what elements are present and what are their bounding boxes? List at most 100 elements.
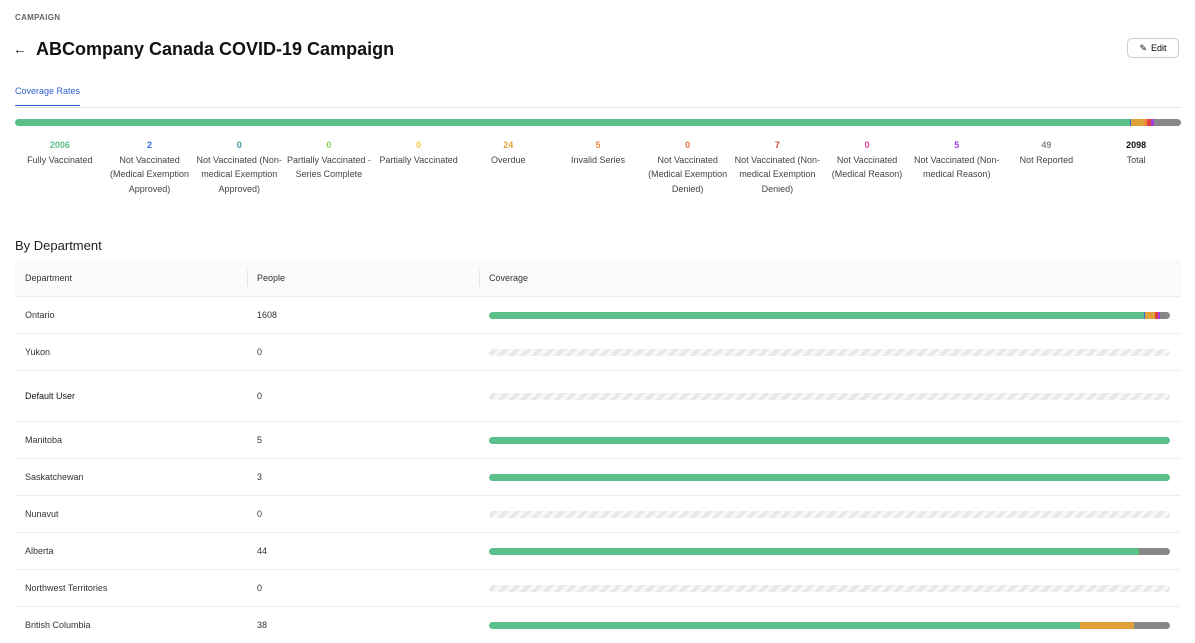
department-coverage-bar	[489, 393, 1170, 400]
department-coverage-bar	[489, 312, 1170, 319]
legend-label: Not Reported	[1002, 153, 1092, 168]
people-count: 0	[247, 371, 479, 422]
department-name: British Columbia	[15, 607, 247, 643]
bar-segment	[1154, 119, 1181, 126]
department-coverage-bar	[489, 474, 1170, 481]
bar-segment	[489, 437, 1170, 444]
bar-segment	[1131, 119, 1144, 126]
department-coverage-bar	[489, 585, 1170, 592]
legend-count: 0	[194, 138, 284, 153]
legend-count: 49	[1002, 138, 1092, 153]
bar-segment	[1145, 312, 1155, 319]
edit-label: Edit	[1151, 43, 1167, 53]
bar-segment	[1139, 548, 1170, 555]
bar-segment	[489, 312, 1144, 319]
bar-segment	[489, 474, 1170, 481]
people-count: 1608	[247, 297, 479, 334]
legend-label: Partially Vaccinated - Series Complete	[284, 153, 374, 182]
page-title: ABCompany Canada COVID-19 Campaign	[36, 39, 394, 60]
legend-count: 2006	[15, 138, 105, 153]
bar-segment	[489, 548, 1139, 555]
tab-bar: Coverage Rates	[15, 80, 1180, 108]
legend-label: Not Vaccinated (Non-medical Reason)	[912, 153, 1002, 182]
people-count: 5	[247, 422, 479, 459]
column-header-coverage[interactable]: Coverage	[479, 260, 1181, 297]
bar-segment	[15, 119, 1130, 126]
bar-segment	[489, 622, 1080, 629]
people-count: 0	[247, 334, 479, 371]
department-name: Northwest Territories	[15, 570, 247, 607]
back-arrow-icon[interactable]: ←	[13, 41, 27, 57]
department-coverage-bar	[489, 622, 1170, 629]
department-coverage-bar	[489, 511, 1170, 518]
department-name: Ontario	[15, 297, 247, 334]
edit-button[interactable]: ✎ Edit	[1127, 38, 1179, 58]
legend-count: 0	[284, 138, 374, 153]
legend-count: 0	[822, 138, 912, 153]
legend-count: 0	[374, 138, 464, 153]
people-count: 0	[247, 570, 479, 607]
column-header-people[interactable]: People	[247, 260, 479, 297]
people-count: 44	[247, 533, 479, 570]
column-header-department[interactable]: Department	[15, 260, 247, 297]
department-coverage-bar	[489, 349, 1170, 356]
legend-count: 7	[733, 138, 823, 153]
legend-label: Not Vaccinated (Non-medical Exemption Ap…	[194, 153, 284, 197]
department-name: Default User	[15, 371, 247, 422]
bar-segment	[1160, 312, 1170, 319]
tab-coverage-rates[interactable]: Coverage Rates	[15, 86, 80, 106]
legend-count: 5	[912, 138, 1002, 153]
legend-label: Not Vaccinated (Medical Exemption Denied…	[643, 153, 733, 197]
legend-label: Not Vaccinated (Medical Reason)	[822, 153, 912, 182]
breadcrumb[interactable]: CAMPAIGN	[15, 13, 60, 22]
people-count: 3	[247, 459, 479, 496]
legend-label: Overdue	[463, 153, 553, 168]
legend-label: Not Vaccinated (Medical Exemption Approv…	[105, 153, 195, 197]
legend-label: Invalid Series	[553, 153, 643, 168]
legend-label: Partially Vaccinated	[374, 153, 464, 168]
department-name: Manitoba	[15, 422, 247, 459]
section-title: By Department	[15, 238, 102, 253]
people-count: 38	[247, 607, 479, 643]
legend-label: Not Vaccinated (Non-medical Exemption De…	[733, 153, 823, 197]
legend-count: 24	[463, 138, 553, 153]
legend-count: 0	[643, 138, 733, 153]
department-name: Saskatchewan	[15, 459, 247, 496]
bar-segment	[1134, 622, 1170, 629]
department-coverage-bar	[489, 548, 1170, 555]
people-count: 0	[247, 496, 479, 533]
legend-count: 2098	[1091, 138, 1181, 153]
pencil-icon: ✎	[1139, 43, 1147, 54]
department-name: Yukon	[15, 334, 247, 371]
legend-label: Fully Vaccinated	[15, 153, 105, 168]
department-name: Alberta	[15, 533, 247, 570]
legend-count: 2	[105, 138, 195, 153]
department-name: Nunavut	[15, 496, 247, 533]
department-coverage-bar	[489, 437, 1170, 444]
legend-count: 5	[553, 138, 643, 153]
